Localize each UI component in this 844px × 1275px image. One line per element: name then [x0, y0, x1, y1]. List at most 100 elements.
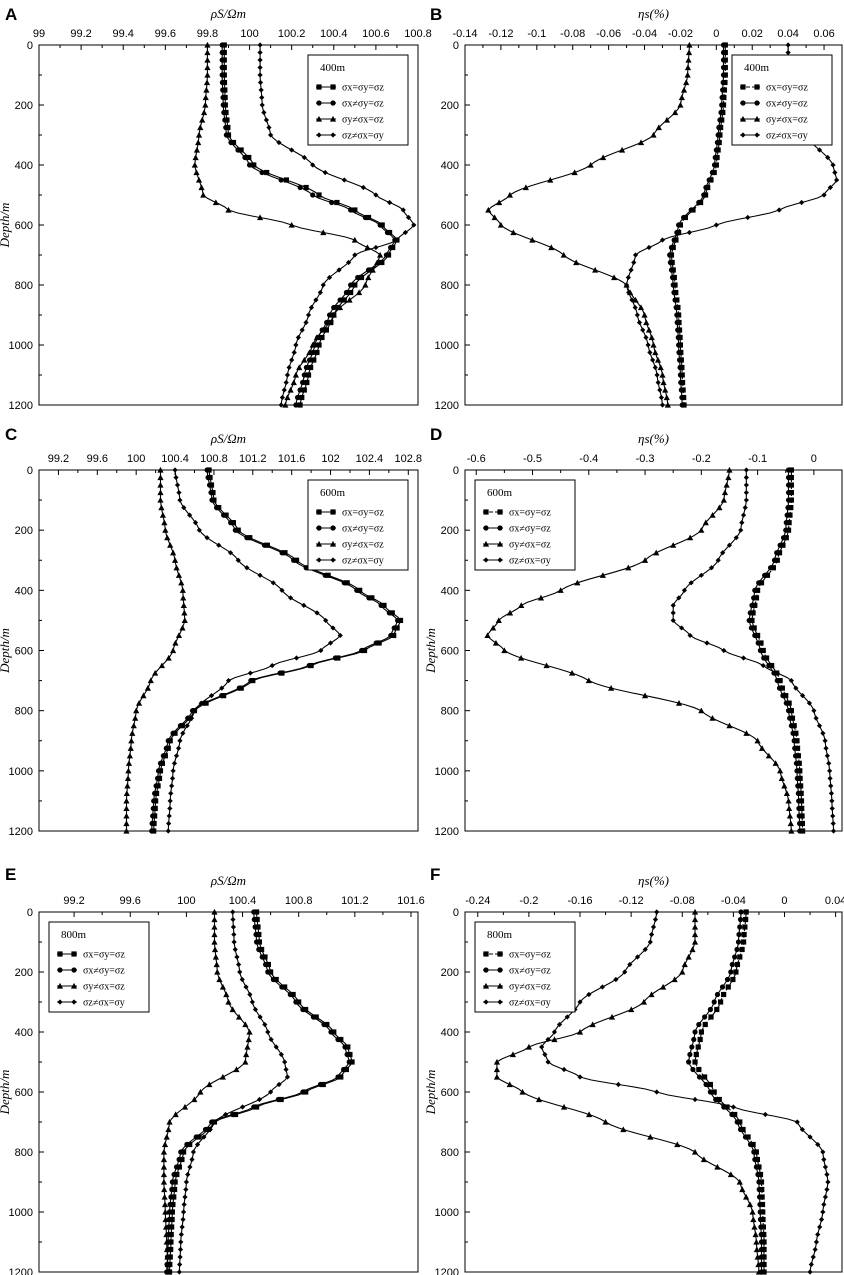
series-marker — [795, 790, 801, 796]
series-marker — [750, 1216, 757, 1223]
series-marker — [718, 109, 724, 116]
series-marker — [618, 146, 626, 153]
series-marker — [647, 1133, 654, 1140]
x-tick-label: -0.1 — [527, 28, 546, 40]
legend: 600m σx=σy=σz σx≠σy=σz σy≠σx=σz σz≠σx=σy — [474, 479, 576, 571]
series-marker — [173, 1164, 180, 1170]
series-marker — [251, 1104, 257, 1110]
series-marker — [335, 304, 341, 311]
series-marker — [191, 708, 198, 714]
series-marker — [827, 184, 833, 191]
series-marker — [204, 467, 210, 473]
series-marker — [291, 349, 297, 356]
series-marker — [301, 372, 307, 378]
x-tick-label: -0.08 — [560, 28, 585, 40]
series-marker — [543, 662, 550, 669]
series-marker — [188, 715, 195, 721]
series-marker — [165, 654, 172, 661]
series-marker — [714, 1006, 720, 1013]
series-marker — [187, 1164, 193, 1170]
series-marker — [738, 909, 744, 915]
series-marker — [381, 602, 387, 608]
series-marker — [673, 304, 679, 311]
series-marker — [795, 753, 801, 759]
series-marker — [650, 357, 656, 363]
x-axis-title: ηs(%) — [638, 873, 669, 888]
series-marker — [187, 512, 193, 518]
legend-label: σx≠σy=σz — [509, 966, 551, 977]
series-marker — [788, 723, 794, 729]
series-marker — [167, 1261, 173, 1268]
legend-marker — [497, 967, 503, 973]
x-tick-label: 0.04 — [825, 895, 844, 907]
series-marker — [161, 519, 168, 526]
series-marker — [785, 467, 792, 473]
series-marker — [320, 282, 326, 288]
x-tick-label: -0.06 — [596, 28, 621, 40]
series-marker — [297, 184, 303, 191]
series-marker — [830, 820, 836, 827]
series-marker — [793, 760, 800, 766]
series-marker — [678, 387, 684, 393]
series-marker — [201, 1134, 207, 1140]
series-marker — [813, 1239, 820, 1245]
legend: 400m σx=σy=σz σx≠σy=σz σy≠σx=σz σz≠σx=σy — [731, 54, 833, 146]
series-marker — [184, 723, 190, 729]
series-marker — [827, 775, 833, 781]
series-marker — [171, 1194, 177, 1200]
series-marker — [167, 542, 174, 548]
series-marker — [123, 827, 130, 834]
series-marker — [160, 1171, 168, 1178]
series-marker — [366, 595, 372, 601]
series-marker — [779, 685, 785, 691]
series-line — [168, 911, 353, 1273]
series-marker — [796, 813, 802, 819]
legend-label: σz≠σx=σy — [342, 131, 384, 142]
series-marker — [830, 162, 836, 168]
series-marker — [338, 1036, 344, 1043]
series-marker — [248, 677, 254, 684]
series-marker — [293, 342, 299, 348]
series-1 — [166, 909, 355, 1275]
series-marker — [763, 655, 770, 661]
legend-label: σx=σy=σz — [766, 83, 808, 94]
series-marker — [359, 647, 365, 654]
x-tick-label: 100 — [240, 28, 258, 40]
series-marker — [679, 968, 686, 975]
series-marker — [168, 790, 174, 796]
series-marker — [754, 737, 761, 744]
series-marker — [251, 909, 257, 915]
series-marker — [683, 79, 690, 86]
series-marker — [162, 527, 169, 533]
series-marker — [663, 116, 671, 123]
series-marker — [257, 57, 263, 63]
series-marker — [826, 760, 832, 766]
series-marker — [691, 938, 699, 945]
series-1 — [749, 467, 806, 834]
series-marker — [235, 1013, 243, 1020]
series-marker — [228, 520, 234, 526]
series-marker — [495, 617, 502, 624]
series-marker — [783, 790, 790, 796]
panel-b: B -0.14 -0.12 -0.1 -0.08 -0.06 -0.04 -0.02 0 0.02… — [430, 5, 843, 412]
series-2 — [746, 467, 803, 834]
series-marker — [225, 998, 232, 1005]
series-marker — [341, 297, 347, 303]
series-marker — [778, 775, 785, 781]
series-marker — [211, 908, 218, 915]
series-marker — [746, 1201, 754, 1208]
series-marker — [257, 42, 263, 48]
series-marker — [797, 775, 803, 781]
series-marker — [314, 349, 320, 356]
series-marker — [721, 647, 727, 654]
series-marker — [743, 482, 749, 488]
series-marker — [335, 1036, 341, 1043]
series-2 — [164, 909, 352, 1275]
series-marker — [180, 1216, 186, 1223]
panel-letter: C — [5, 425, 17, 444]
series-marker — [788, 708, 794, 714]
x-tick-label: 100.4 — [229, 895, 257, 907]
series-marker — [770, 565, 776, 571]
series-marker — [276, 139, 282, 146]
series-marker — [283, 1066, 289, 1073]
